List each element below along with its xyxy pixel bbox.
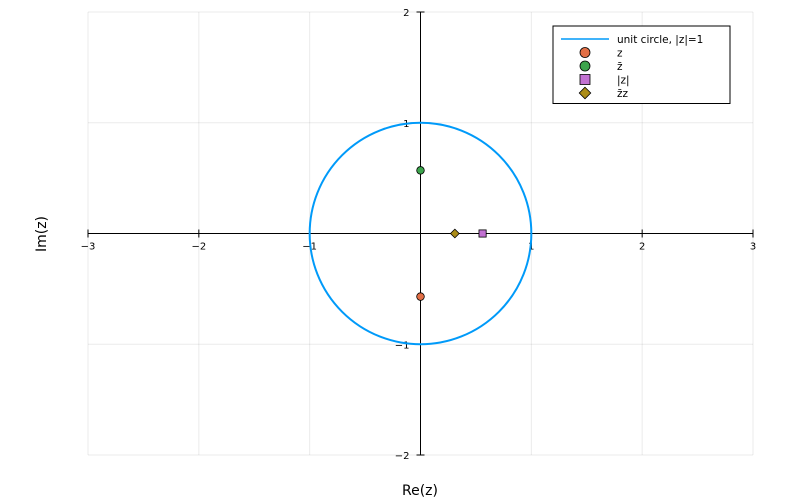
legend-marker-swatch	[578, 86, 592, 100]
legend-label: unit circle, |z|=1	[617, 34, 703, 46]
legend: unit circle, |z|=1 zz̄ |z|z̄z	[552, 25, 731, 104]
legend-label: z̄	[617, 61, 623, 73]
x-tick-label: −2	[191, 242, 206, 253]
legend-label: |z|	[617, 75, 630, 87]
x-tick-label: −3	[81, 242, 96, 253]
unit-circle-line	[308, 121, 533, 346]
legend-marker-swatch	[579, 60, 591, 72]
y-tick-label: 2	[403, 8, 409, 19]
data-point	[416, 166, 425, 175]
data-point	[416, 292, 425, 301]
x-tick-label: 2	[639, 242, 645, 253]
data-point	[449, 228, 460, 239]
y-axis-title: Im(z)	[34, 216, 50, 252]
y-tick-label: −1	[395, 340, 410, 351]
data-point	[478, 229, 487, 238]
plot-series	[308, 121, 533, 346]
legend-label: z	[617, 48, 623, 60]
y-tick-label: −2	[395, 451, 410, 462]
x-axis-title: Re(z)	[402, 483, 438, 499]
legend-marker-swatch	[579, 74, 591, 85]
legend-marker-swatch	[579, 47, 591, 58]
x-tick-label: 3	[750, 242, 756, 253]
legend-label: z̄z	[617, 88, 629, 100]
